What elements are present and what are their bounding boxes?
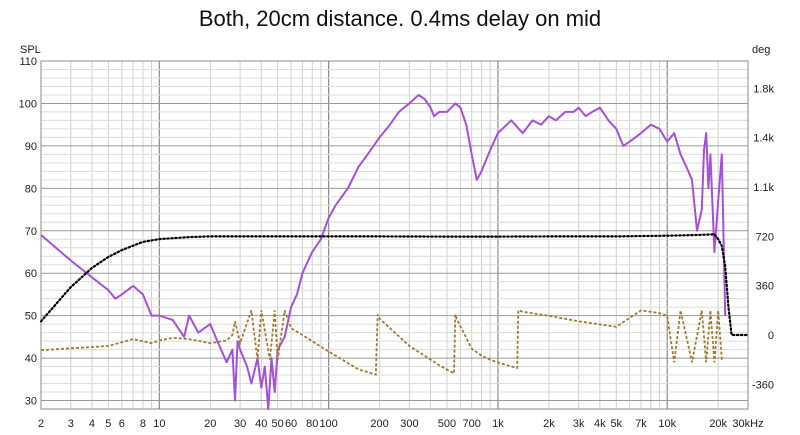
y-right-tick-label: -360 [752, 379, 774, 391]
x-tick-label: 3k [573, 418, 585, 430]
grid-lines [40, 60, 749, 410]
x-tick-label: 7k [635, 418, 647, 430]
y-right-tick-label: 1.8k [753, 83, 774, 95]
x-tick-label: 80 [306, 418, 318, 430]
x-tick-label: 10k [658, 418, 676, 430]
y-right-tick-label: 1.1k [753, 182, 774, 194]
x-tick-label: 500 [438, 418, 456, 430]
y-right-tick-label: 360 [756, 281, 774, 293]
x-tick-label: 200 [370, 418, 388, 430]
x-tick-label: 2 [38, 418, 44, 430]
x-tick-label: 300 [400, 418, 418, 430]
y-left-tick-label: 100 [19, 98, 37, 110]
y-left-tick-label: 70 [25, 226, 37, 238]
x-tick-label: 2k [543, 418, 555, 430]
x-tick-label: 50 [272, 418, 284, 430]
y-axis-label-right: deg [752, 44, 770, 56]
y-left-tick-label: 60 [25, 268, 37, 280]
y-left-tick-label: 40 [25, 353, 37, 365]
series-line-1 [40, 94, 727, 410]
x-tick-label: 6 [119, 418, 125, 430]
x-tick-labels: 2 3 4 5 6 8 10 20 30 40 50 60 80 100 200 300 500 700 1k 2k 3… [38, 418, 764, 430]
y-left-tick-label: 90 [25, 141, 37, 153]
x-tick-label: 20k [709, 418, 727, 430]
series-line-2 [39, 233, 750, 337]
x-tick-label: 700 [463, 418, 481, 430]
x-tick-label: 1k [492, 418, 504, 430]
y-left-tick-label: 110 [19, 56, 37, 68]
x-tick-label: 5 [105, 418, 111, 430]
x-tick-label: 4 [89, 418, 95, 430]
x-tick-label: 4k [594, 418, 606, 430]
y-left-tick-labels: 30 40 50 60 70 80 90 100 110 [19, 56, 37, 408]
chart-title: Both, 20cm distance. 0.4ms delay on mid [198, 6, 602, 31]
x-tick-label: 3 [68, 418, 74, 430]
x-tick-label: 5k [610, 418, 622, 430]
x-tick-label: 30kHz [732, 418, 763, 430]
y-left-tick-label: 50 [25, 311, 37, 323]
plot-area-border [40, 60, 749, 410]
y-left-tick-label: 80 [25, 183, 37, 195]
y-right-tick-label: 1.4k [753, 133, 774, 145]
series-line-3 [40, 309, 723, 376]
x-tick-label: 40 [255, 418, 267, 430]
y-right-tick-labels: -360 0 360 720 1.1k 1.4k 1.8k [752, 83, 775, 391]
y-right-tick-label: 0 [768, 330, 774, 342]
series-group [39, 94, 750, 410]
x-tick-label: 100 [319, 418, 337, 430]
x-tick-label: 30 [234, 418, 246, 430]
x-tick-label: 20 [204, 418, 216, 430]
y-left-tick-label: 30 [25, 396, 37, 408]
x-tick-label: 8 [140, 418, 146, 430]
x-tick-label: 10 [153, 418, 165, 430]
x-tick-label: 60 [285, 418, 297, 430]
y-right-tick-label: 720 [756, 231, 774, 243]
y-axis-label-left: SPL [20, 44, 41, 56]
